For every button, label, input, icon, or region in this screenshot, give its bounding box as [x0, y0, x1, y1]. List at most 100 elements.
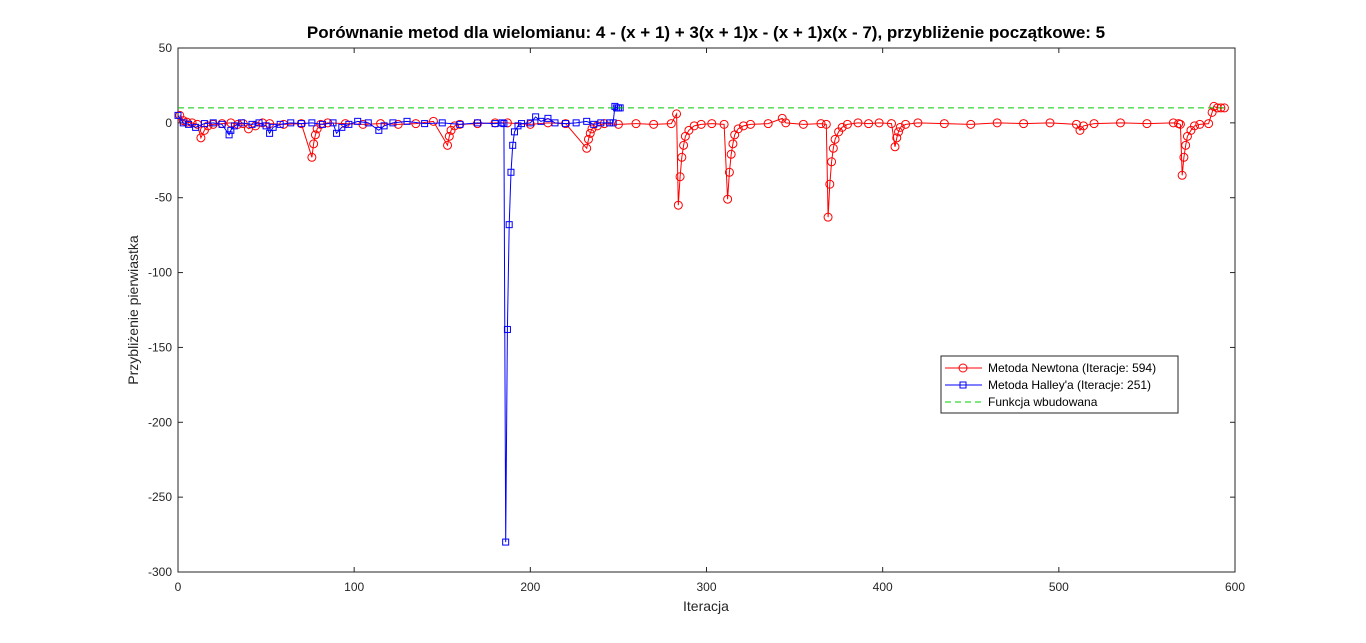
- data-point-newton: [679, 140, 689, 150]
- data-point-halley: [606, 119, 614, 127]
- y-tick-label: -300: [148, 565, 172, 579]
- data-point-newton: [1078, 121, 1088, 131]
- data-point-newton: [966, 119, 976, 129]
- data-point-newton: [726, 149, 736, 159]
- legend-label-halley: Metoda Halley'a (Iteracje: 251): [988, 378, 1151, 392]
- data-point-halley: [507, 168, 515, 176]
- data-point-newton: [666, 119, 676, 129]
- data-point-halley: [364, 119, 372, 127]
- data-point-newton: [1189, 121, 1199, 131]
- data-point-halley: [375, 126, 383, 134]
- data-point-halley: [329, 119, 337, 127]
- data-point-halley: [248, 120, 256, 128]
- data-point-newton: [428, 116, 438, 126]
- data-point-newton: [837, 122, 847, 132]
- data-point-newton: [1142, 119, 1152, 129]
- data-point-halley: [192, 123, 200, 131]
- data-point-newton: [677, 152, 687, 162]
- data-point-newton: [901, 119, 911, 129]
- data-point-halley: [421, 120, 429, 128]
- x-tick-label: 400: [873, 580, 893, 594]
- data-point-halley: [438, 119, 446, 127]
- data-point-halley: [505, 221, 513, 229]
- data-point-halley: [532, 113, 540, 121]
- data-point-newton: [583, 134, 593, 144]
- data-point-newton: [746, 119, 756, 129]
- legend-marker-halley: [959, 381, 967, 389]
- data-point-halley: [227, 126, 235, 134]
- data-point-newton: [781, 118, 791, 128]
- data-point-newton: [411, 119, 421, 129]
- y-tick-label: -200: [148, 415, 172, 429]
- data-point-newton: [689, 121, 699, 131]
- data-point-newton: [1177, 170, 1187, 180]
- data-point-halley: [266, 129, 274, 137]
- data-point-newton: [724, 167, 734, 177]
- data-point-halley: [583, 117, 591, 125]
- data-point-newton: [582, 143, 592, 153]
- data-point-newton: [696, 119, 706, 129]
- data-point-halley: [502, 538, 510, 546]
- data-point-newton: [823, 212, 833, 222]
- data-point-newton: [853, 118, 863, 128]
- legend-item-builtin: Funkcja wbudowana: [945, 395, 1098, 409]
- data-point-halley: [218, 120, 226, 128]
- legend-item-newton: Metoda Newtona (Iteracje: 594): [945, 361, 1156, 375]
- x-tick-label: 200: [520, 580, 540, 594]
- data-point-newton: [1089, 119, 1099, 129]
- y-tick-label: -100: [148, 266, 172, 280]
- data-point-newton: [913, 118, 923, 128]
- data-point-newton: [1204, 119, 1214, 129]
- x-tick-label: 0: [175, 580, 182, 594]
- data-point-newton: [1216, 103, 1226, 113]
- data-point-newton: [1195, 119, 1205, 129]
- series-line-newton: [179, 105, 1225, 218]
- data-point-newton: [723, 194, 733, 204]
- data-point-newton: [738, 121, 748, 131]
- data-point-newton: [585, 128, 595, 138]
- y-tick-label: -150: [148, 340, 172, 354]
- data-point-newton: [763, 119, 773, 129]
- x-tick-label: 500: [1049, 580, 1069, 594]
- data-point-halley: [473, 119, 481, 127]
- data-point-newton: [233, 119, 243, 129]
- data-point-newton: [1045, 118, 1055, 128]
- data-point-newton: [886, 119, 896, 129]
- data-point-halley: [209, 119, 217, 127]
- data-point-halley: [318, 120, 326, 128]
- data-point-newton: [613, 119, 623, 129]
- data-point-newton: [842, 119, 852, 129]
- data-point-newton: [672, 109, 682, 119]
- data-point-newton: [444, 131, 454, 141]
- data-point-newton: [825, 179, 835, 189]
- data-point-halley: [297, 120, 305, 128]
- data-point-halley: [500, 120, 508, 128]
- data-point-halley: [276, 120, 284, 128]
- data-point-newton: [894, 127, 904, 137]
- plot-area: 0 100 200 300 400 500 600-300-250-200-150-100-…: [148, 41, 1245, 594]
- data-point-newton: [707, 119, 717, 129]
- data-point-halley: [269, 123, 277, 131]
- data-point-halley: [389, 119, 397, 127]
- data-point-newton: [1175, 119, 1185, 129]
- data-point-halley: [338, 123, 346, 131]
- y-tick-label: -250: [148, 490, 172, 504]
- data-point-halley: [518, 120, 526, 128]
- data-point-halley: [380, 122, 388, 130]
- data-point-halley: [225, 131, 233, 139]
- data-point-newton: [874, 118, 884, 128]
- axes-box: [177, 47, 1236, 573]
- data-point-newton: [307, 152, 317, 162]
- data-point-halley: [185, 120, 193, 128]
- data-point-newton: [393, 119, 403, 129]
- data-point-newton: [599, 119, 609, 129]
- data-point-halley: [498, 119, 506, 127]
- data-point-halley: [200, 120, 208, 128]
- data-point-halley: [590, 120, 598, 128]
- y-tick-label: 0: [165, 116, 172, 130]
- data-point-halley: [503, 325, 511, 333]
- data-point-halley: [491, 120, 499, 128]
- data-point-halley: [572, 119, 580, 127]
- data-point-newton: [821, 119, 831, 129]
- data-point-halley: [403, 117, 411, 125]
